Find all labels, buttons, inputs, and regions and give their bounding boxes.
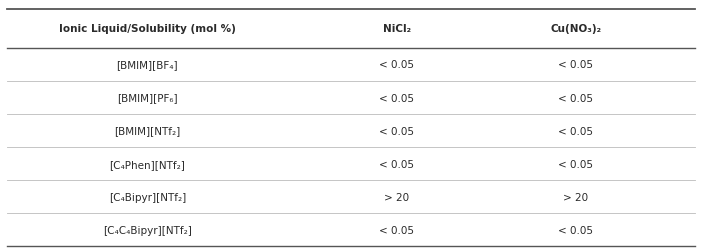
Text: < 0.05: < 0.05	[558, 159, 593, 169]
Text: [BMIM][PF₆]: [BMIM][PF₆]	[117, 93, 178, 103]
Text: [C₄Bipyr][NTf₂]: [C₄Bipyr][NTf₂]	[109, 192, 186, 202]
Text: < 0.05: < 0.05	[558, 93, 593, 103]
Text: < 0.05: < 0.05	[558, 60, 593, 70]
Text: < 0.05: < 0.05	[379, 225, 414, 235]
Text: [C₄Phen][NTf₂]: [C₄Phen][NTf₂]	[110, 159, 185, 169]
Text: [C₄C₄Bipyr][NTf₂]: [C₄C₄Bipyr][NTf₂]	[103, 225, 192, 235]
Text: < 0.05: < 0.05	[558, 225, 593, 235]
Text: > 20: > 20	[384, 192, 409, 202]
Text: Ionic Liquid/Solubility (mol %): Ionic Liquid/Solubility (mol %)	[59, 24, 236, 34]
Text: < 0.05: < 0.05	[379, 126, 414, 136]
Text: NiCl₂: NiCl₂	[383, 24, 411, 34]
Text: < 0.05: < 0.05	[379, 60, 414, 70]
Text: < 0.05: < 0.05	[379, 93, 414, 103]
Text: Cu(NO₃)₂: Cu(NO₃)₂	[550, 24, 601, 34]
Text: > 20: > 20	[563, 192, 588, 202]
Text: < 0.05: < 0.05	[558, 126, 593, 136]
Text: [BMIM][NTf₂]: [BMIM][NTf₂]	[114, 126, 180, 136]
Text: < 0.05: < 0.05	[379, 159, 414, 169]
Text: [BMIM][BF₄]: [BMIM][BF₄]	[117, 60, 178, 70]
